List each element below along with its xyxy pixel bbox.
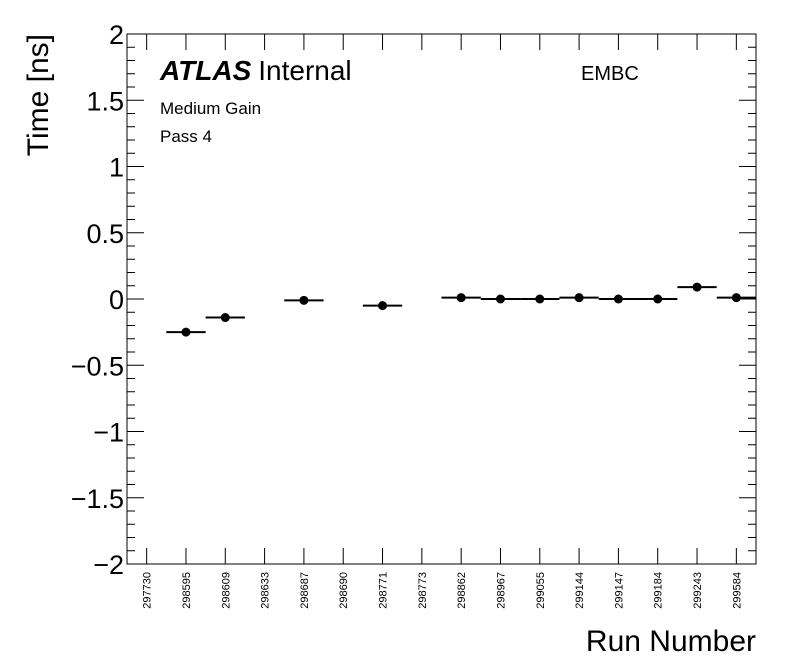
data-point <box>181 327 191 337</box>
data-point <box>692 282 702 292</box>
y-tick-label: −1 <box>93 418 124 448</box>
x-tick-label: 298690 <box>338 572 350 609</box>
data-point <box>535 294 545 304</box>
atlas-label: ATLAS <box>159 55 252 86</box>
y-tick-label: −2 <box>93 550 124 580</box>
plot-frame <box>126 33 757 565</box>
x-axis-title: Run Number <box>586 625 756 658</box>
pass-label: Pass 4 <box>160 127 212 146</box>
x-tick-label: 297730 <box>142 572 154 609</box>
x-tick-label: 299184 <box>653 572 665 609</box>
x-tick-label: 298862 <box>456 572 468 609</box>
data-point <box>731 293 741 303</box>
atlas-label-group: ATLAS Internal <box>159 55 352 86</box>
data-point <box>574 293 584 303</box>
y-axis-title: Time [ns] <box>22 34 55 156</box>
x-tick-label: 299144 <box>574 572 586 609</box>
y-tick-label: 0 <box>109 285 124 315</box>
data-point <box>613 294 623 304</box>
x-tick-label: 298967 <box>495 572 507 609</box>
data-point <box>220 313 230 323</box>
x-tick-label: 299243 <box>692 572 704 609</box>
y-tick-label: −0.5 <box>71 351 124 381</box>
data-point <box>495 294 505 304</box>
tick-labels: 2 1.5 1 0.5 0 −0.5 −1 −1.5 −2 297730 298595 298609 2… <box>71 20 744 609</box>
y-tick-label: −1.5 <box>71 484 124 514</box>
x-tick-label: 299147 <box>613 572 625 609</box>
x-tick-label: 299584 <box>731 572 743 609</box>
x-tick-label: 298595 <box>181 572 193 609</box>
gain-label: Medium Gain <box>160 99 261 118</box>
x-tick-label: 298687 <box>299 572 311 609</box>
x-tick-label: 298771 <box>378 572 390 609</box>
data-point <box>456 293 466 303</box>
internal-label: Internal <box>258 55 351 86</box>
x-tick-label: 298609 <box>220 572 232 609</box>
x-tick-label: 299055 <box>535 572 547 609</box>
x-tick-label: 298633 <box>260 572 272 609</box>
region-label: EMBC <box>581 63 639 85</box>
x-tick-label: 298773 <box>417 572 429 609</box>
data-point <box>378 301 388 311</box>
data-marks <box>166 282 756 337</box>
y-tick-label: 2 <box>109 20 124 50</box>
y-tick-label: 1 <box>109 153 124 183</box>
y-tick-label: 1.5 <box>86 86 124 116</box>
data-point <box>653 294 663 304</box>
y-tick-label: 0.5 <box>86 219 124 249</box>
data-point <box>299 295 309 305</box>
